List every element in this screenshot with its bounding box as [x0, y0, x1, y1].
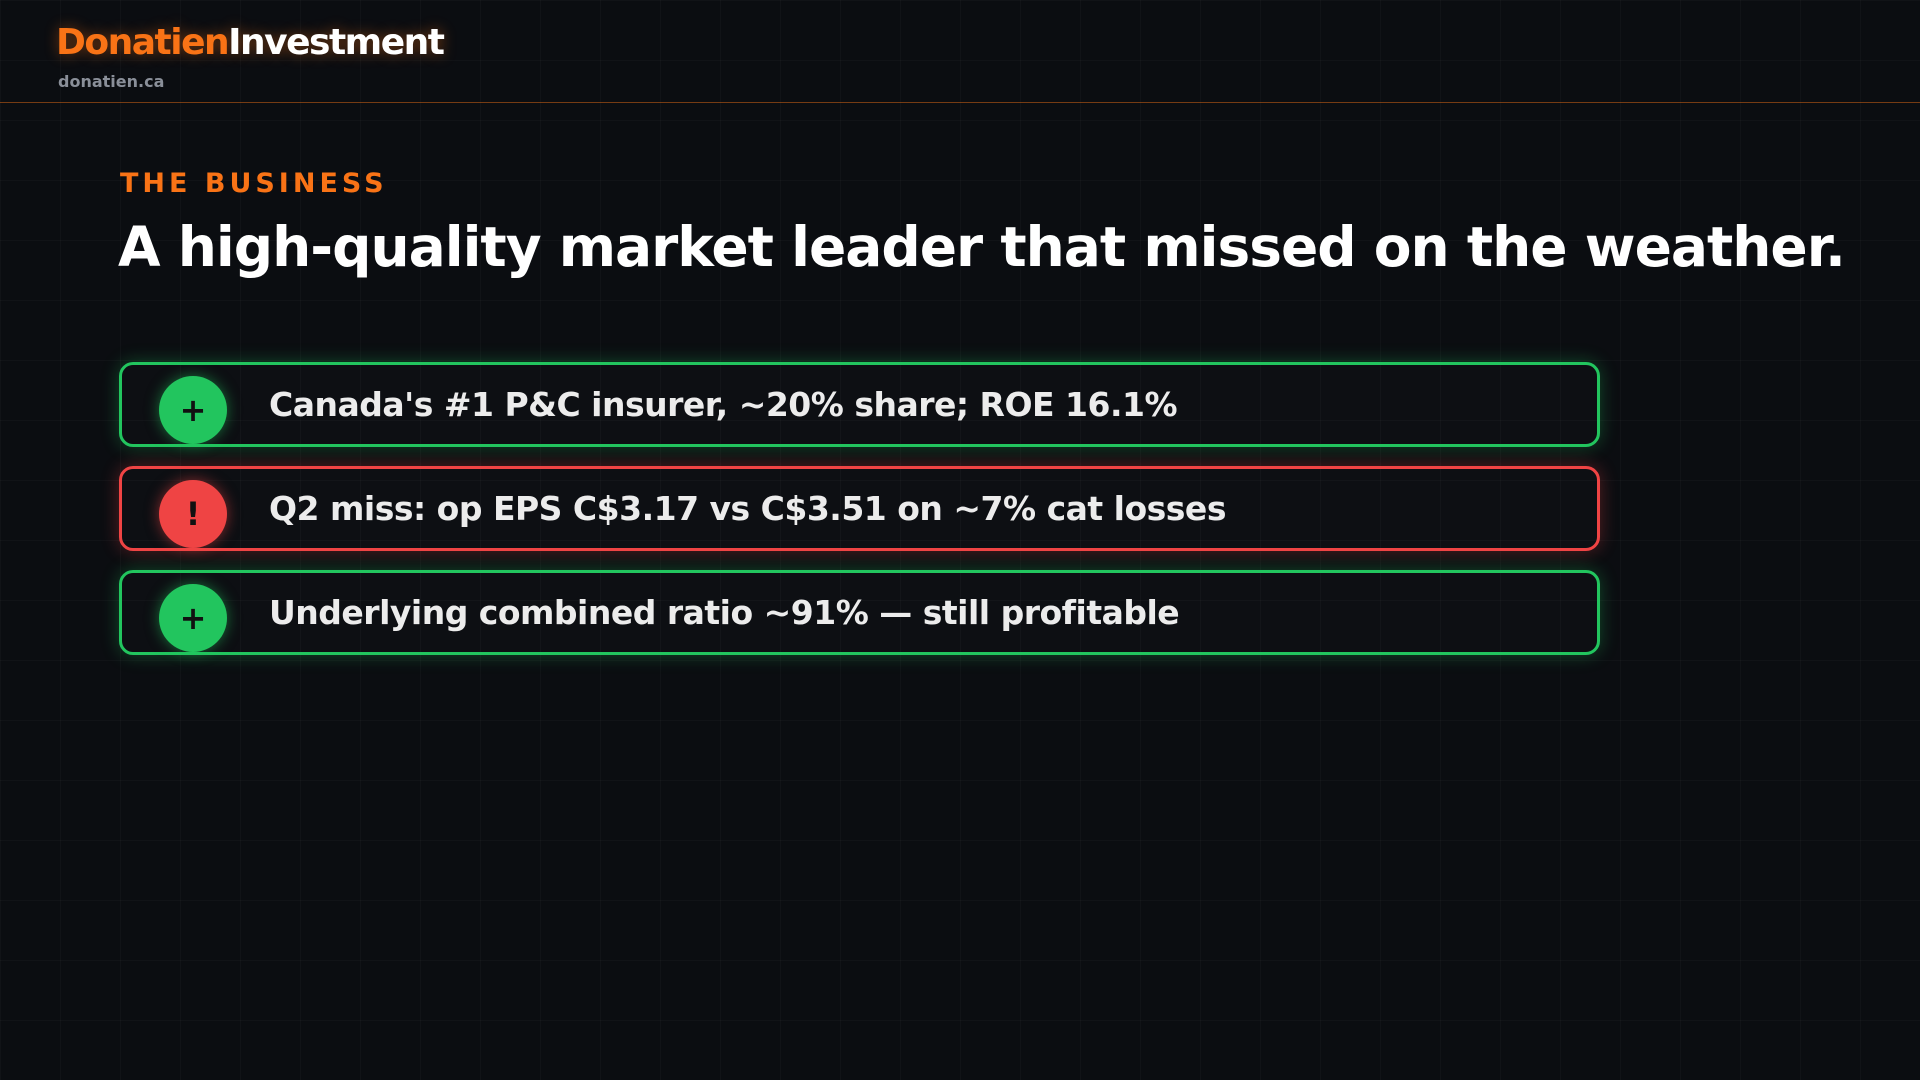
- item-card: + Canada's #1 P&C insurer, ~20% share; RO…: [119, 362, 1600, 447]
- item-icon: +: [159, 376, 227, 444]
- item-icon: +: [159, 584, 227, 652]
- item-list: + Canada's #1 P&C insurer, ~20% share; RO…: [119, 362, 1600, 674]
- item-card: + Underlying combined ratio ~91% — still …: [119, 570, 1600, 655]
- brand: DonatienInvestment: [56, 22, 445, 63]
- item-text: Canada's #1 P&C insurer, ~20% share; ROE…: [269, 385, 1178, 424]
- item-text: Underlying combined ratio ~91% — still p…: [269, 593, 1180, 632]
- item-text: Q2 miss: op EPS C$3.17 vs C$3.51 on ~7% …: [269, 489, 1226, 528]
- header: DonatienInvestment donatien.ca: [0, 0, 1920, 103]
- item-icon: !: [159, 480, 227, 548]
- eyebrow: THE BUSINESS: [120, 168, 388, 199]
- brand-first: Donatien: [56, 22, 230, 63]
- url: donatien.ca: [58, 72, 165, 91]
- title: A high-quality market leader that missed…: [118, 215, 1846, 279]
- item-card: ! Q2 miss: op EPS C$3.17 vs C$3.51 on ~7%…: [119, 466, 1600, 551]
- brand-second: Investment: [228, 22, 445, 63]
